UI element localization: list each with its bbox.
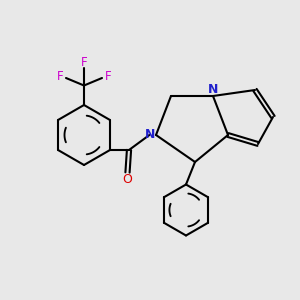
Text: F: F bbox=[105, 70, 111, 83]
Text: F: F bbox=[81, 56, 87, 69]
Text: F: F bbox=[57, 70, 63, 83]
Text: N: N bbox=[145, 128, 155, 142]
Text: O: O bbox=[123, 172, 132, 186]
Text: N: N bbox=[208, 83, 218, 96]
